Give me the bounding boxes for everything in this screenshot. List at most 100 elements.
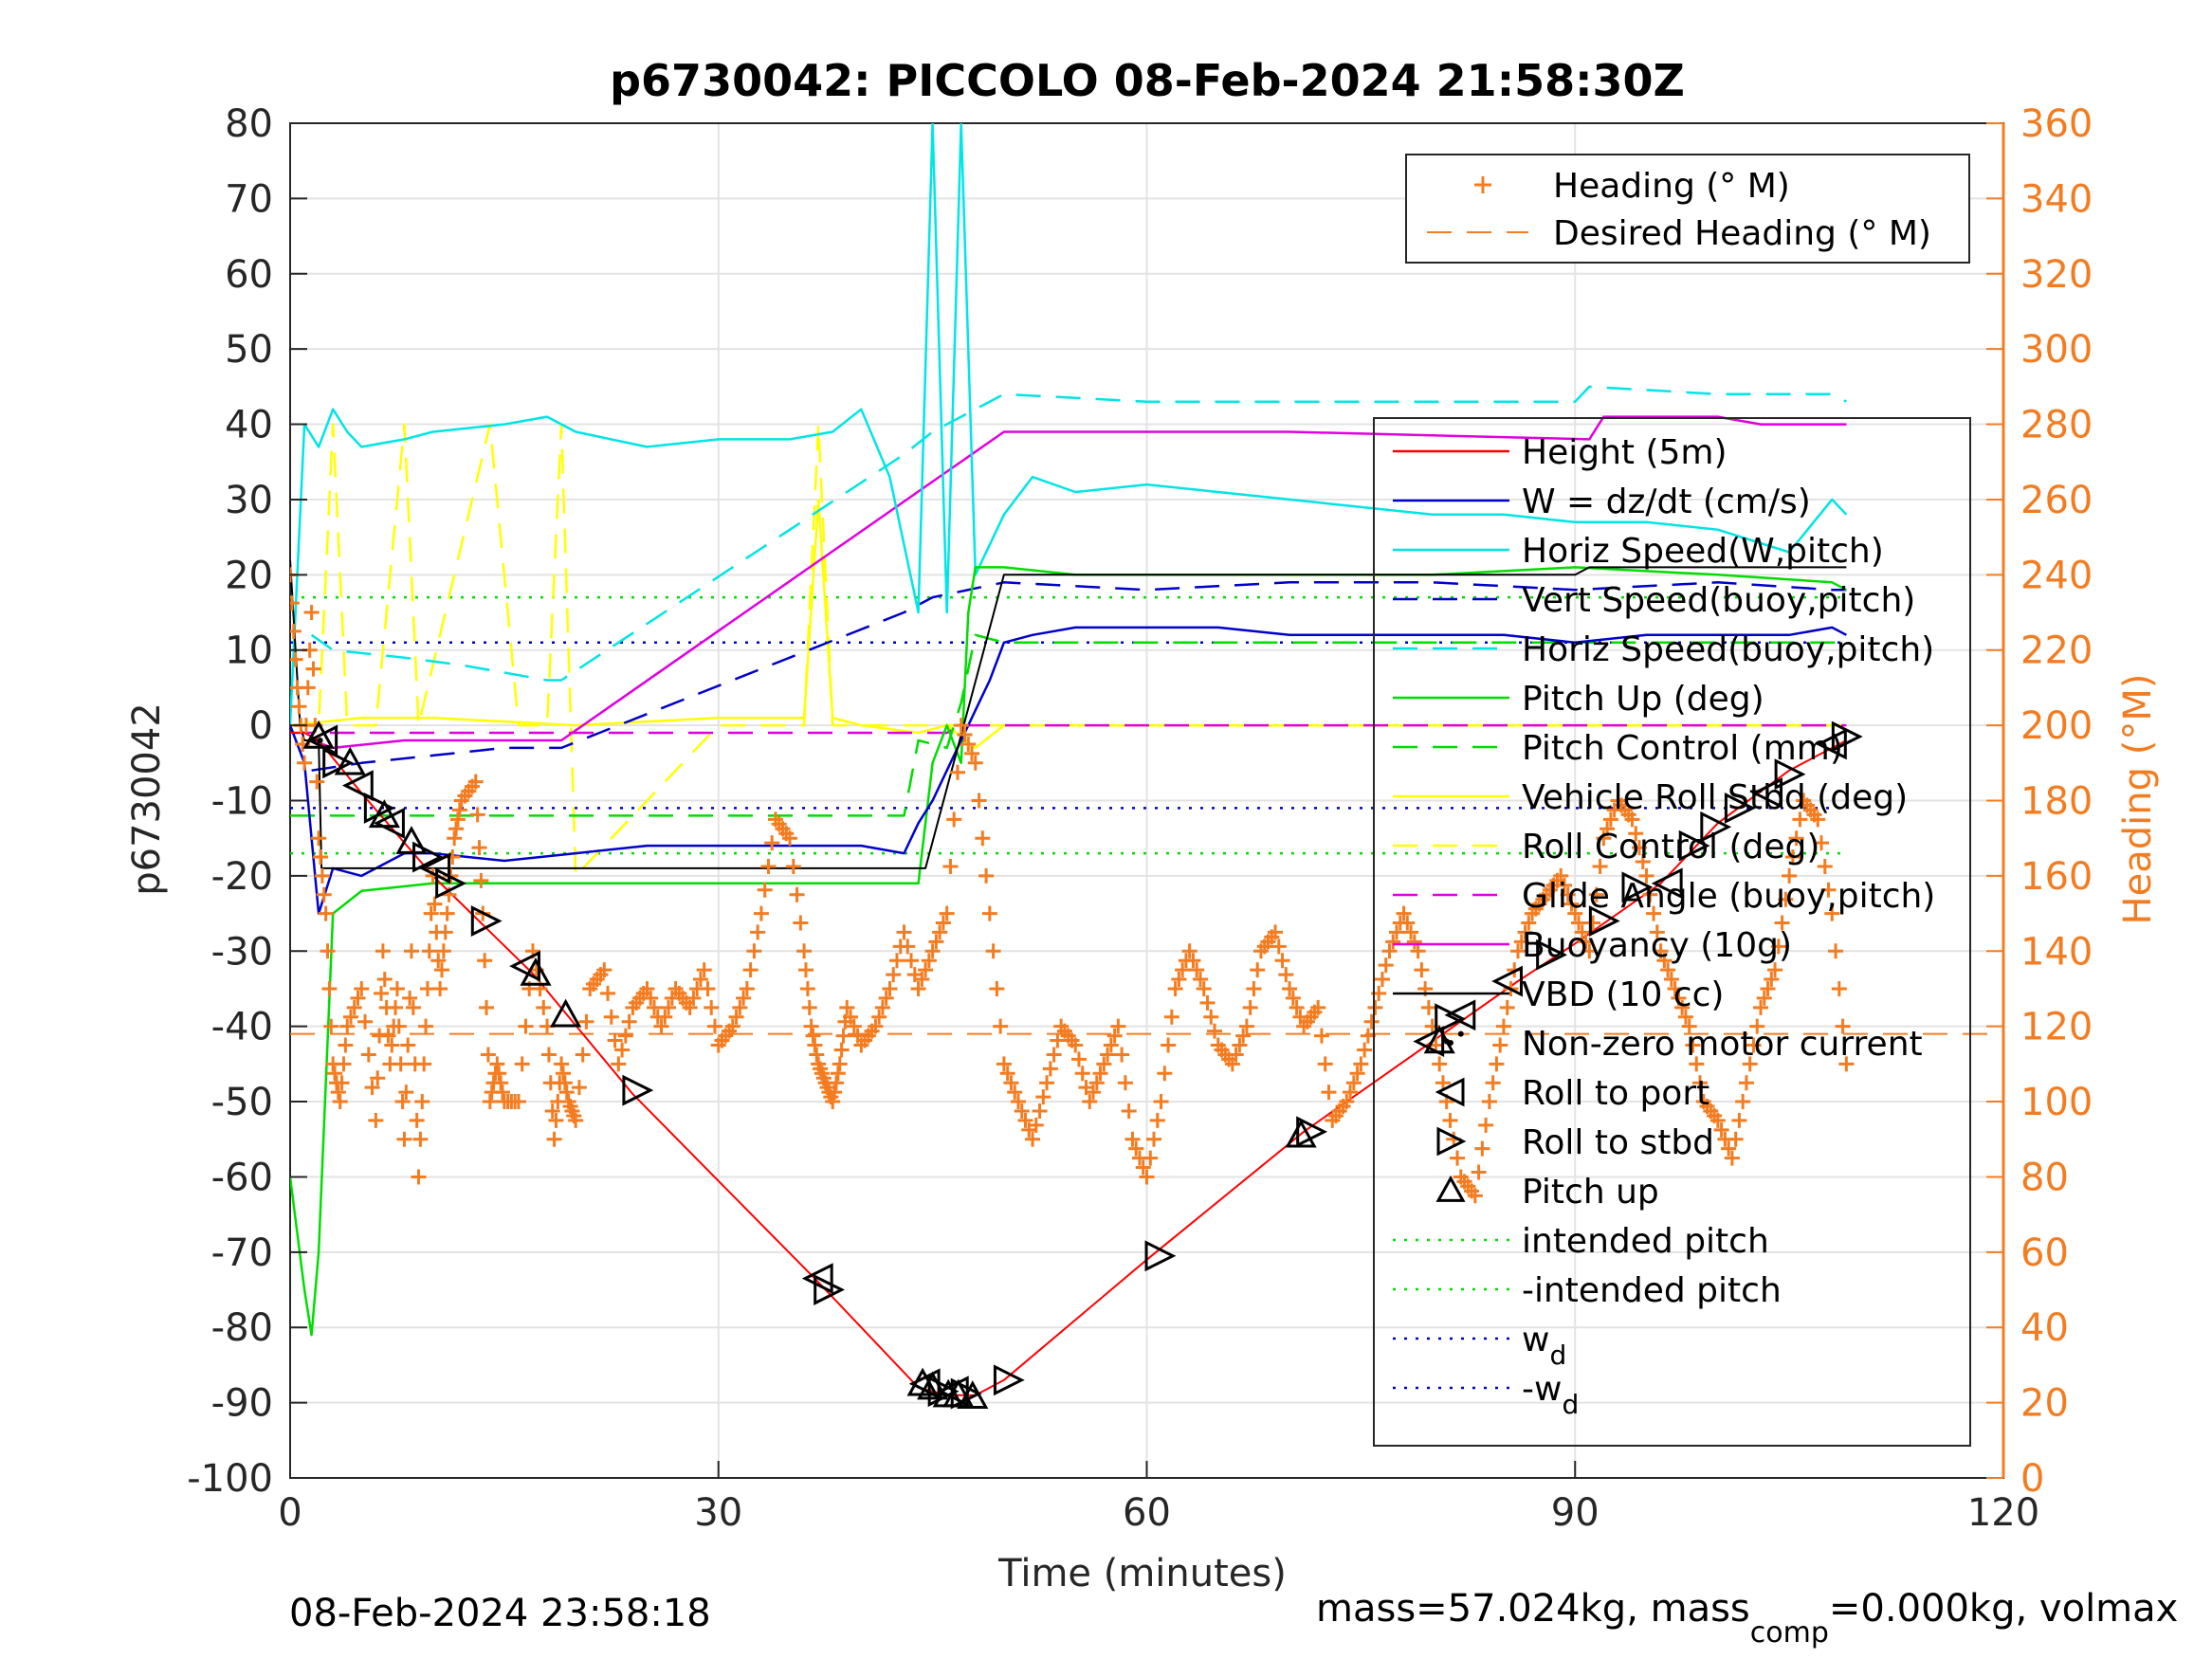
heading-point <box>805 1028 821 1044</box>
heading-point <box>1317 1056 1333 1072</box>
heading-point <box>557 1075 573 1091</box>
heading-point <box>686 990 702 1006</box>
y-tick-label: -100 <box>187 1457 273 1501</box>
pitch-up-marker <box>302 720 335 749</box>
heading-point <box>946 811 962 828</box>
heading-point <box>510 1094 526 1110</box>
heading-point <box>736 990 752 1006</box>
legend-main-label: Roll to port <box>1522 1074 1709 1113</box>
y-tick-label: -50 <box>211 1081 273 1124</box>
roll-stbd-marker <box>470 905 503 937</box>
heading-point <box>1082 1094 1098 1110</box>
heading-point <box>1406 934 1422 950</box>
legend-main-label: Horiz Speed(buoy,pitch) <box>1522 630 1934 669</box>
heading-point <box>312 849 328 866</box>
heading-point <box>846 1018 862 1034</box>
heading-point <box>789 886 805 902</box>
legend-heading-swatch <box>1474 176 1491 193</box>
heading-point <box>1343 1085 1359 1101</box>
pitch-up-marker <box>957 1380 989 1409</box>
heading-point <box>724 1018 740 1034</box>
heading-point <box>1414 962 1430 978</box>
y-tick-label: -10 <box>211 780 273 824</box>
heading-point <box>334 1075 350 1091</box>
y-tick-label: 50 <box>225 328 273 372</box>
heading-point <box>368 1112 384 1128</box>
heading-point <box>540 1047 557 1063</box>
roll-stbd-marker <box>1435 1003 1467 1035</box>
heading-point <box>411 1169 427 1185</box>
legend-top-item: Desired Heading (° M) <box>1427 214 1931 253</box>
heading-point <box>1106 1028 1123 1044</box>
heading-point <box>412 1131 429 1147</box>
heading-point <box>1817 858 1833 874</box>
heading-point <box>554 1056 570 1072</box>
heading-point <box>290 651 303 667</box>
legend-main-label: Height (5m) <box>1522 433 1728 472</box>
heading-point <box>827 1085 843 1101</box>
heading-point <box>1128 1140 1144 1157</box>
heading-point <box>1163 1009 1179 1025</box>
heading-point <box>423 905 439 921</box>
heading-point <box>835 1028 851 1044</box>
heading-point <box>433 962 449 978</box>
heading-point <box>1517 924 1533 940</box>
heading-point <box>380 1028 396 1044</box>
heading-point <box>1235 1028 1252 1044</box>
heading-point <box>1203 1009 1219 1025</box>
roll-stbd-marker <box>1144 1240 1177 1272</box>
roll-port-marker <box>1651 867 1683 900</box>
heading-point <box>803 1018 819 1034</box>
y-tick-label: -70 <box>211 1231 273 1275</box>
heading-point <box>1007 1085 1023 1101</box>
heading-point <box>1339 1094 1355 1110</box>
heading-point <box>571 1080 587 1096</box>
heading-point <box>793 915 809 931</box>
heading-point <box>999 1066 1015 1082</box>
legend-top-label: Desired Heading (° M) <box>1553 214 1931 253</box>
heading-point <box>742 962 759 978</box>
heading-point <box>1481 1094 1497 1110</box>
heading-point <box>704 999 720 1015</box>
legend-top-item: Heading (° M) <box>1474 167 1790 206</box>
heading-point <box>646 999 662 1015</box>
heading-point <box>797 962 814 978</box>
y2-tick-label: 300 <box>2020 328 2093 372</box>
roll-stbd-marker <box>993 1364 1025 1396</box>
heading-point <box>978 867 995 884</box>
heading-point <box>971 793 987 809</box>
heading-point <box>1828 943 1844 959</box>
heading-point <box>1175 962 1191 978</box>
heading-point <box>1467 1188 1483 1204</box>
heading-point <box>746 943 762 959</box>
heading-point <box>1782 867 1798 884</box>
y2-tick-label: 220 <box>2020 629 2093 673</box>
heading-point <box>303 605 320 621</box>
series-roll <box>290 498 1847 750</box>
pitch-up-marker <box>550 998 582 1028</box>
series-layer <box>290 123 2003 1410</box>
heading-point <box>1171 972 1187 988</box>
heading-point <box>437 924 453 940</box>
heading-point <box>1367 999 1383 1015</box>
chart-title: p6730042: PICCOLO 08-Feb-2024 21:58:30Z <box>610 55 1685 106</box>
y2-tick-label: 180 <box>2020 780 2093 824</box>
heading-point <box>1146 1131 1162 1147</box>
x-tick-label: 30 <box>694 1491 742 1535</box>
heading-point <box>1032 1103 1048 1119</box>
roll-stbd-marker <box>814 1274 846 1305</box>
heading-point <box>682 999 698 1015</box>
heading-point <box>760 858 777 874</box>
heading-point <box>1035 1089 1051 1105</box>
legend-main-label: -intended pitch <box>1522 1271 1782 1310</box>
heading-point <box>400 1037 416 1053</box>
heading-point <box>1196 980 1212 996</box>
heading-point <box>1788 830 1804 847</box>
heading-point <box>1592 858 1608 874</box>
heading-point <box>596 962 612 978</box>
heading-point <box>1153 1094 1169 1110</box>
motor-current-marker <box>317 737 323 743</box>
roll-stbd-marker <box>1724 793 1756 824</box>
heading-point <box>396 1131 412 1147</box>
y2-tick-label: 360 <box>2020 102 2093 146</box>
